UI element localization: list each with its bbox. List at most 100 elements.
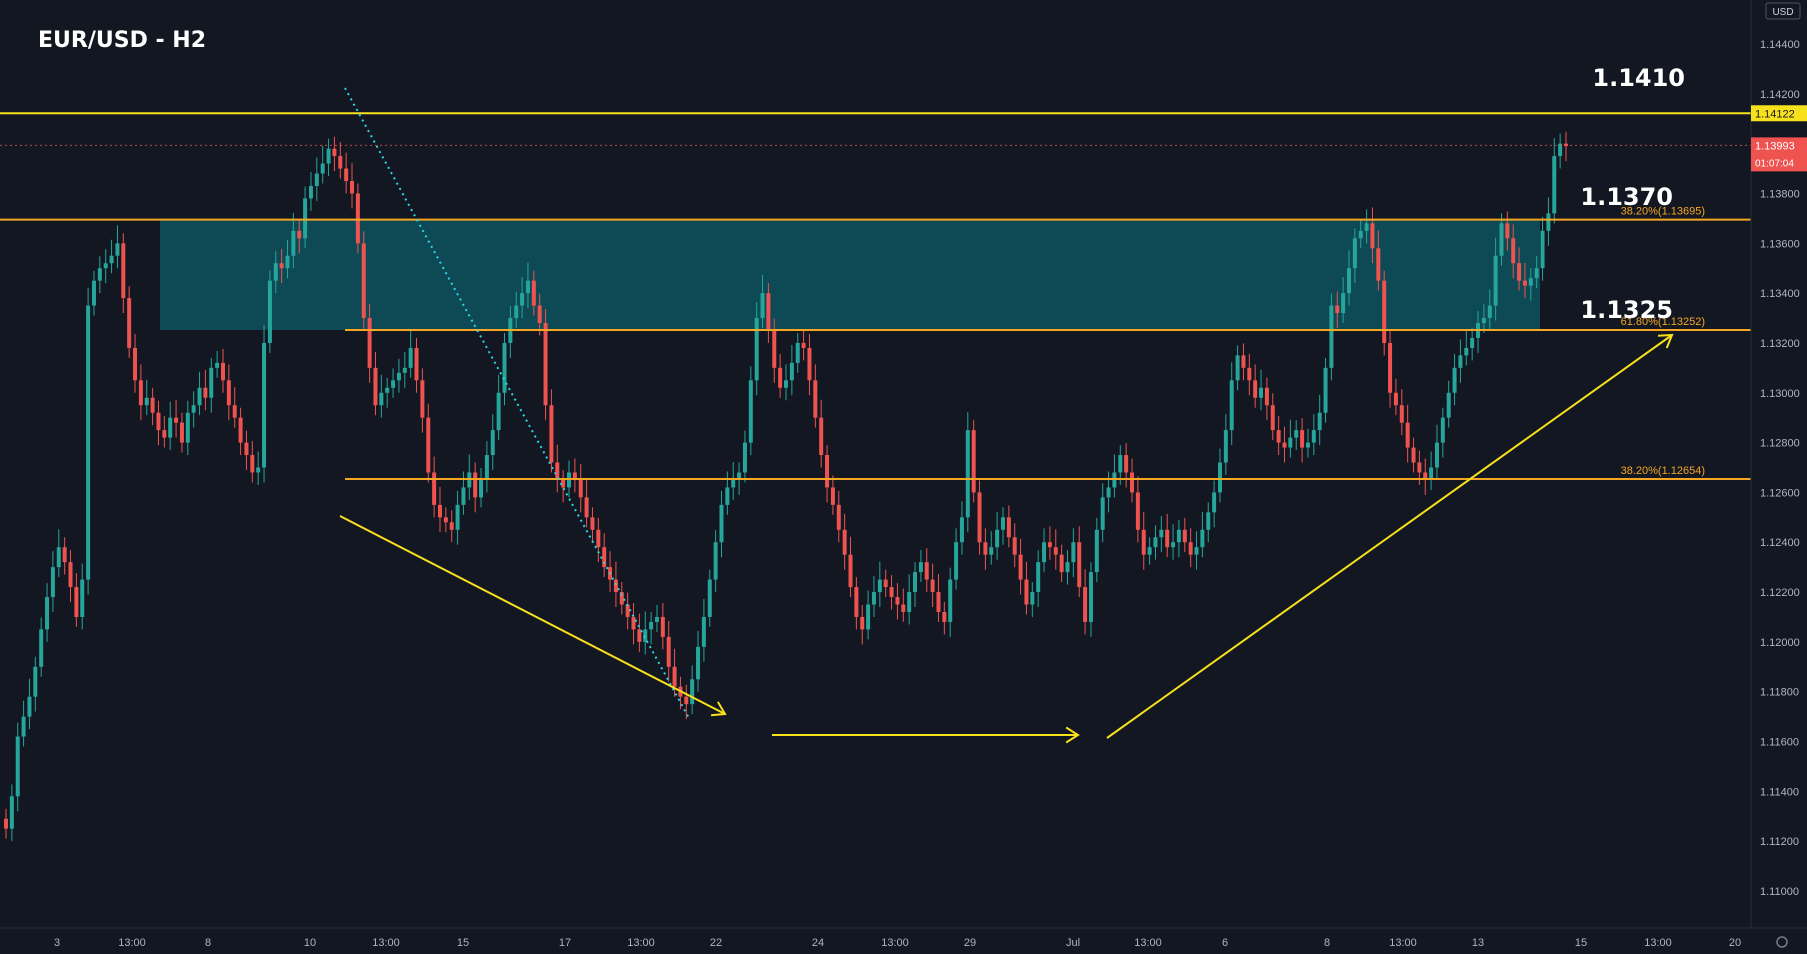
candle-body[interactable] <box>449 522 454 530</box>
candle-body[interactable] <box>1171 542 1176 548</box>
candle-body[interactable] <box>1194 547 1199 555</box>
candle-body[interactable] <box>1047 542 1052 548</box>
candle-body[interactable] <box>297 230 302 239</box>
candle-body[interactable] <box>924 562 929 580</box>
candle-body[interactable] <box>1429 467 1434 480</box>
candle-body[interactable] <box>1317 412 1322 431</box>
candle-body[interactable] <box>496 392 501 431</box>
candle-body[interactable] <box>103 263 108 269</box>
candle-body[interactable] <box>789 362 794 381</box>
candle-body[interactable] <box>1253 380 1258 398</box>
candle-body[interactable] <box>1241 355 1246 368</box>
candle-body[interactable] <box>1264 387 1269 406</box>
candle-body[interactable] <box>913 572 918 593</box>
candle-body[interactable] <box>1165 529 1170 548</box>
candle-body[interactable] <box>461 487 466 505</box>
candle-body[interactable] <box>643 629 648 642</box>
candle-body[interactable] <box>866 604 871 630</box>
candle-body[interactable] <box>484 455 489 480</box>
candle-body[interactable] <box>1382 280 1387 343</box>
candle-body[interactable] <box>520 293 525 306</box>
candle-body[interactable] <box>385 387 390 393</box>
candle-body[interactable] <box>179 422 184 443</box>
candle-body[interactable] <box>344 168 349 182</box>
candle-body[interactable] <box>1464 347 1469 356</box>
candle-body[interactable] <box>795 342 800 363</box>
candle-body[interactable] <box>971 430 976 493</box>
currency-box[interactable] <box>1765 2 1801 20</box>
candle-body[interactable] <box>649 621 654 630</box>
candle-body[interactable] <box>1141 529 1146 555</box>
candle-body[interactable] <box>742 442 747 473</box>
candle-body[interactable] <box>989 547 994 555</box>
candle-body[interactable] <box>625 604 630 617</box>
candle-body[interactable] <box>525 280 530 294</box>
candle-body[interactable] <box>819 417 824 456</box>
candle-body[interactable] <box>995 529 1000 548</box>
candle-body[interactable] <box>402 367 407 373</box>
candle-body[interactable] <box>127 298 132 348</box>
candle-body[interactable] <box>86 305 91 580</box>
candle-body[interactable] <box>1528 278 1533 286</box>
candle-body[interactable] <box>1159 529 1164 538</box>
candle-body[interactable] <box>1311 430 1316 443</box>
candle-body[interactable] <box>62 547 67 563</box>
candle-body[interactable] <box>983 542 988 555</box>
candle-body[interactable] <box>1235 355 1240 381</box>
candle-body[interactable] <box>1288 437 1293 448</box>
candle-body[interactable] <box>807 347 812 381</box>
candle-body[interactable] <box>1259 387 1264 398</box>
candle-body[interactable] <box>244 442 249 456</box>
candle-body[interactable] <box>168 417 173 438</box>
candle-body[interactable] <box>707 579 712 617</box>
candle-body[interactable] <box>391 380 396 388</box>
candle-body[interactable] <box>977 492 982 543</box>
candle-body[interactable] <box>1088 572 1093 622</box>
candle-body[interactable] <box>455 504 460 530</box>
candle-body[interactable] <box>848 554 853 588</box>
candle-body[interactable] <box>1347 268 1352 294</box>
candle-body[interactable] <box>1505 223 1510 239</box>
candle-body[interactable] <box>1534 268 1539 279</box>
candle-body[interactable] <box>1434 442 1439 468</box>
candle-body[interactable] <box>56 547 61 568</box>
candle-body[interactable] <box>314 173 319 186</box>
candle-body[interactable] <box>766 293 771 331</box>
candle-body[interactable] <box>45 597 50 630</box>
candle-body[interactable] <box>1517 263 1522 281</box>
candle-body[interactable] <box>1247 367 1252 381</box>
candle-body[interactable] <box>373 367 378 406</box>
candle-body[interactable] <box>1000 517 1005 530</box>
candle-body[interactable] <box>1006 517 1011 538</box>
candle-body[interactable] <box>830 487 835 505</box>
candle-body[interactable] <box>1558 143 1563 157</box>
candle-body[interactable] <box>854 587 859 617</box>
candle-body[interactable] <box>285 255 290 269</box>
candle-body[interactable] <box>1323 367 1328 413</box>
candle-body[interactable] <box>1370 223 1375 249</box>
candle-body[interactable] <box>133 347 138 381</box>
candle-body[interactable] <box>1335 305 1340 314</box>
candle-body[interactable] <box>326 148 331 164</box>
candle-body[interactable] <box>1352 238 1357 269</box>
candle-body[interactable] <box>338 156 343 169</box>
candle-body[interactable] <box>21 716 26 737</box>
candle-body[interactable] <box>1440 417 1445 443</box>
candle-body[interactable] <box>754 318 759 381</box>
candle-body[interactable] <box>1423 472 1428 480</box>
candle-body[interactable] <box>1487 305 1492 319</box>
candle-body[interactable] <box>860 616 865 630</box>
candle-body[interactable] <box>889 587 894 598</box>
candle-body[interactable] <box>426 417 431 473</box>
candle-body[interactable] <box>121 243 126 299</box>
candle-body[interactable] <box>1124 455 1129 473</box>
candle-body[interactable] <box>109 255 114 264</box>
candle-body[interactable] <box>15 736 20 797</box>
candle-body[interactable] <box>1130 472 1135 493</box>
candle-body[interactable] <box>502 342 507 393</box>
candle-body[interactable] <box>696 646 701 680</box>
candle-body[interactable] <box>930 579 935 593</box>
candle-body[interactable] <box>684 696 689 705</box>
candle-body[interactable] <box>1341 293 1346 314</box>
candle-body[interactable] <box>115 243 120 256</box>
